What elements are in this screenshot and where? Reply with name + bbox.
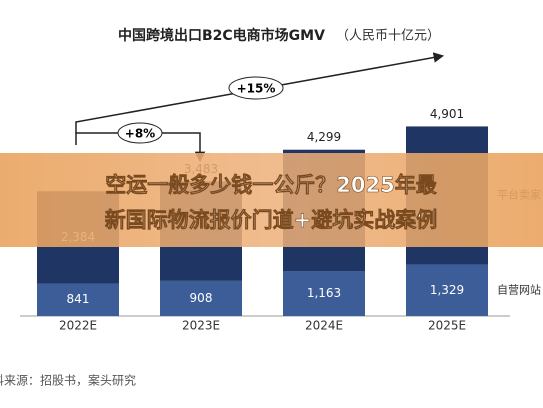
total-label: 4,299: [307, 130, 341, 144]
growth-arrow: [75, 52, 445, 133]
x-tick-label: 2025E: [428, 319, 466, 333]
banner-text: 新国际物流报价门道+避坑实战案例: [105, 208, 438, 232]
banner-text: 空运一般多少钱一公斤？2025年最: [105, 173, 437, 197]
value-label: 908: [190, 291, 213, 305]
bar-segment: [160, 280, 242, 316]
chart-title: 中国跨境出口B2C电商市场GMV: [118, 27, 325, 44]
x-tick-label: 2023E: [182, 319, 220, 333]
banner: 空运一般多少钱一公斤？2025年最 新国际物流报价门道+避坑实战案例: [0, 153, 543, 247]
growth-label: +8%: [125, 127, 155, 141]
growth-bubble: [228, 76, 284, 100]
total-label: 4,901: [430, 107, 464, 121]
bar-segment: [37, 283, 119, 316]
x-tick-label: 2024E: [305, 319, 343, 333]
growth-bubble: [117, 122, 163, 144]
source: 资料来源：招股书，案头研究: [0, 373, 136, 388]
legend-label: 自营网站: [497, 282, 541, 296]
chart-subtitle: （人民币十亿元）: [336, 29, 440, 44]
value-label: 841: [67, 292, 90, 306]
banner-bg: [0, 153, 543, 247]
bar-segment: [283, 271, 365, 316]
value-label: 1,163: [307, 286, 341, 300]
bar-segment: [406, 264, 488, 316]
growth-label: +15%: [237, 82, 276, 96]
x-tick-label: 2022E: [59, 319, 97, 333]
value-label: 1,329: [430, 283, 464, 297]
